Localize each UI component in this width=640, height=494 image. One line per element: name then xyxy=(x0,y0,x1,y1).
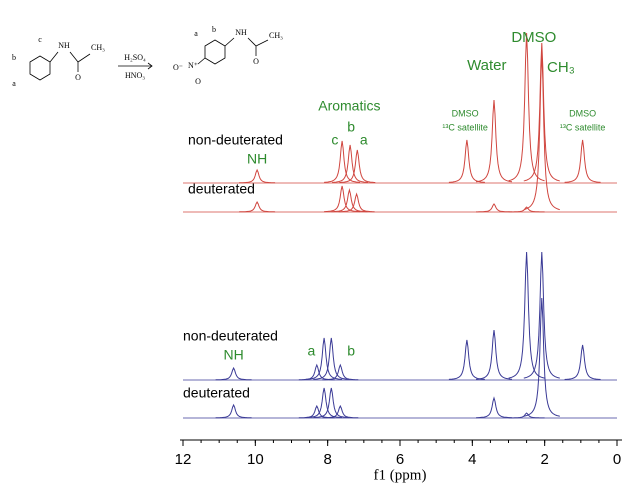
scheme-label: b xyxy=(212,25,216,34)
scheme-label: N⁺ xyxy=(188,61,198,70)
peak xyxy=(523,251,560,379)
annotation: c xyxy=(331,132,338,148)
annotation: ¹³C satellite xyxy=(560,122,606,132)
peak xyxy=(564,344,601,380)
peak xyxy=(508,206,545,213)
peak xyxy=(298,363,335,381)
peak xyxy=(313,387,350,419)
peak xyxy=(523,297,560,417)
peak xyxy=(523,42,560,182)
peak xyxy=(322,404,359,419)
peak xyxy=(476,203,512,213)
annotation: DMSO xyxy=(452,108,479,118)
x-tick-label: 12 xyxy=(175,451,192,468)
peak xyxy=(306,337,343,380)
annotation: NH xyxy=(224,347,244,363)
peak xyxy=(475,99,513,183)
peak xyxy=(508,412,545,419)
scheme-label: O xyxy=(195,77,201,86)
scheme-labels: c b a NH O CH₃ H₂SO₄ HNO₃ a b NH O CH₃ O⁻ N⁺ O xyxy=(12,25,283,88)
peak xyxy=(331,188,368,213)
peak xyxy=(448,339,485,380)
annotation: NH xyxy=(247,151,267,167)
scheme-label: NH xyxy=(235,28,247,37)
peak xyxy=(332,144,369,183)
peak xyxy=(338,192,375,213)
x-tick-label: 0 xyxy=(613,451,621,468)
x-tick-label: 6 xyxy=(396,451,404,468)
annotation: a xyxy=(307,343,315,359)
peak xyxy=(448,139,485,183)
scheme-label: a xyxy=(12,79,16,88)
scheme-label: CH₃ xyxy=(91,43,105,52)
spectra: 12 10 8 6 4 2 0 f1 (ppm) non-deuterated deuterate… xyxy=(175,29,622,483)
series-label: non-deuterated xyxy=(188,132,283,148)
scheme-label: O xyxy=(253,57,259,66)
peak xyxy=(564,139,601,183)
peak xyxy=(306,387,343,419)
annotation: ¹³C satellite xyxy=(442,122,488,132)
peak xyxy=(215,366,252,381)
x-axis-label: f1 (ppm) xyxy=(374,467,427,483)
annotation: a xyxy=(360,132,368,148)
peak xyxy=(324,185,361,213)
scheme-label: b xyxy=(12,53,16,62)
peak xyxy=(215,403,252,419)
x-tick-label: 4 xyxy=(468,451,476,468)
peak xyxy=(475,329,513,380)
scheme-label: O xyxy=(75,73,81,82)
scheme-label: NH xyxy=(58,41,70,50)
scheme-label: c xyxy=(38,35,42,44)
annotation: b xyxy=(347,119,355,135)
series-label: deuterated xyxy=(183,385,250,401)
peak xyxy=(324,140,361,183)
annotation: Water xyxy=(467,57,506,74)
scheme-label: HNO₃ xyxy=(125,71,145,80)
peak xyxy=(239,168,276,184)
peak xyxy=(508,32,545,182)
series-label: deuterated xyxy=(188,181,255,197)
annotation: DMSO xyxy=(569,108,596,118)
peak xyxy=(239,201,276,213)
peak xyxy=(339,149,376,183)
series-label: non-deuterated xyxy=(183,328,278,344)
scheme-label: a xyxy=(194,29,198,38)
annotation: b xyxy=(347,343,355,359)
scheme-label: O⁻ xyxy=(173,63,183,72)
scheme-label: H₂SO₄ xyxy=(124,53,146,62)
annotation: DMSO xyxy=(511,29,556,46)
x-tick-label: 10 xyxy=(247,451,264,468)
x-tick-label: 2 xyxy=(540,451,548,468)
x-tick-label: 8 xyxy=(323,451,331,468)
peak xyxy=(523,51,560,211)
annotation: CH₃ xyxy=(547,59,575,76)
reaction-scheme xyxy=(29,37,269,81)
scheme-label: CH₃ xyxy=(269,31,283,40)
peak xyxy=(313,337,350,380)
annotation: Aromatics xyxy=(318,98,380,114)
peak xyxy=(322,363,359,381)
peak xyxy=(476,396,512,419)
